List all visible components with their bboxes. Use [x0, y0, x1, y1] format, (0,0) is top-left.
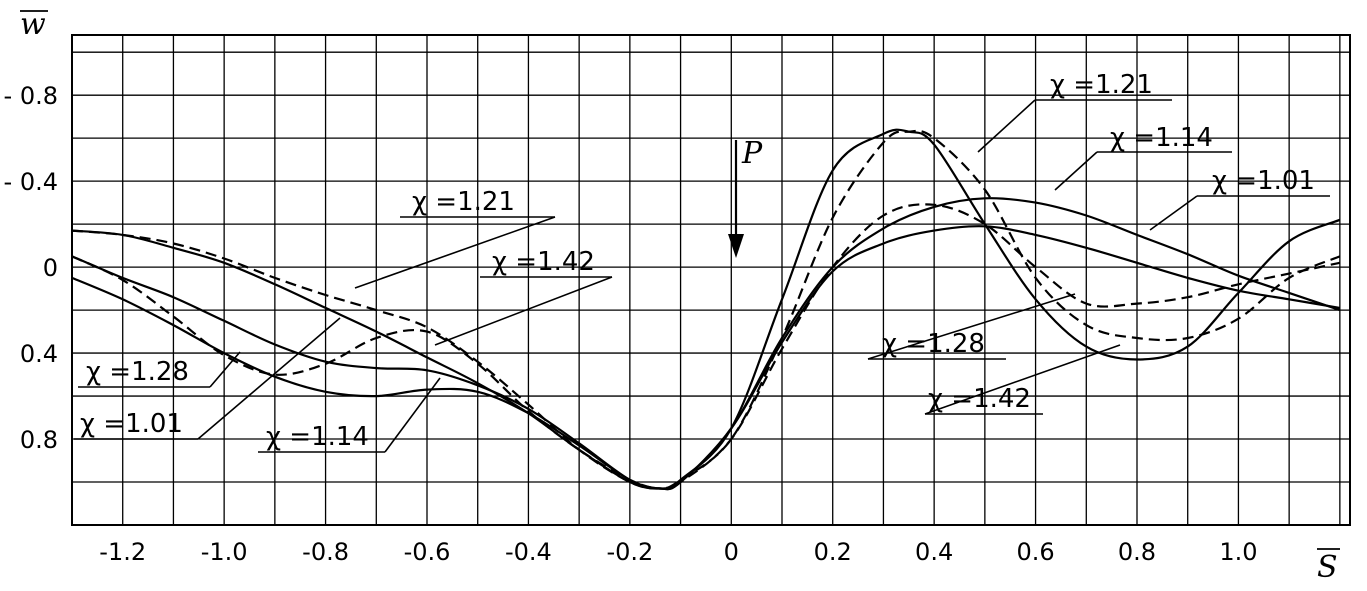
callout-label: χ =1.42	[492, 247, 595, 277]
series-line-1-21	[71, 129, 1341, 490]
y-tick-label: - 0.4	[4, 168, 58, 196]
x-tick-label: 0.6	[1016, 538, 1054, 566]
callout-label: χ =1.01	[1212, 166, 1315, 196]
callout-leader	[434, 276, 613, 346]
x-tick-label: 1.0	[1219, 538, 1257, 566]
load-label: P	[741, 136, 763, 171]
callout-label: χ =1.28	[882, 329, 985, 359]
x-tick-label: -0.4	[505, 538, 552, 566]
x-axis-label: S	[1317, 550, 1338, 585]
grid	[72, 35, 1350, 525]
y-tick-label: 0.4	[20, 340, 58, 368]
callout-1-21: χ =1.21	[354, 187, 556, 289]
x-tick-label: 0.4	[915, 538, 953, 566]
callout-leader	[924, 344, 1121, 415]
x-tick-label: -0.8	[302, 538, 349, 566]
y-axis-label-group: w	[20, 7, 48, 42]
plot-frame	[71, 34, 1351, 526]
y-tick-labels: - 0.8 - 0.4 0 0.4 0.8	[4, 82, 58, 454]
callout-leader	[977, 99, 1036, 153]
x-tick-label: -0.2	[606, 538, 653, 566]
callout-1-14: χ =1.14	[258, 377, 441, 453]
callout-1-21: χ =1.21	[977, 70, 1172, 153]
callout-label: χ =1.42	[928, 384, 1031, 414]
callout-label: χ =1.01	[80, 409, 183, 439]
callout-label: χ =1.14	[1110, 123, 1213, 153]
callout-1-42: χ =1.42	[434, 247, 613, 346]
callout-label: χ =1.21	[412, 187, 515, 217]
y-axis-label: w	[20, 7, 46, 42]
callout-leader	[1149, 195, 1198, 231]
callout-leader	[384, 377, 441, 453]
callout-1-28: χ =1.28	[867, 293, 1076, 360]
callout-leader	[209, 351, 241, 388]
series-line-1-01	[71, 225, 1341, 491]
callout-label: χ =1.28	[86, 357, 189, 387]
callout-leader	[197, 317, 341, 440]
callout-leader	[354, 216, 556, 289]
x-tick-label: 0.2	[814, 538, 852, 566]
y-tick-label: - 0.8	[4, 82, 58, 110]
callout-1-42: χ =1.42	[924, 344, 1121, 415]
x-tick-label: -0.6	[404, 538, 451, 566]
callout-1-01: χ =1.01	[74, 317, 341, 440]
annotations: χ =1.21 χ =1.42 χ =1.28 χ =1.01 χ =1.14 χ =1.…	[74, 70, 1330, 453]
x-tick-label: 0.8	[1118, 538, 1156, 566]
x-axis-label-group: S	[1317, 548, 1340, 585]
x-tick-label: 0	[724, 538, 739, 566]
callout-leader	[867, 293, 1076, 360]
y-tick-label: 0	[43, 254, 58, 282]
callout-label: χ =1.14	[266, 422, 369, 452]
load-arrow-head	[728, 234, 744, 258]
curves	[71, 128, 1341, 491]
y-tick-label: 0.8	[20, 426, 58, 454]
callout-1-01: χ =1.01	[1149, 166, 1330, 231]
x-tick-label: -1.2	[99, 538, 146, 566]
load-arrow: P	[728, 136, 763, 258]
callout-1-14: χ =1.14	[1054, 123, 1232, 191]
callout-1-28: χ =1.28	[78, 351, 241, 388]
series-line-1-42	[71, 128, 1341, 490]
x-tick-labels: -1.2 -1.0 -0.8 -0.6 -0.4 -0.2 0 0.2 0.4 0.6 0.8 1.0	[99, 538, 1257, 566]
callout-leader	[1054, 151, 1098, 191]
x-tick-label: -1.0	[201, 538, 248, 566]
callout-label: χ =1.21	[1050, 70, 1153, 100]
series-line-1-14	[71, 197, 1341, 491]
series-line-1-28	[71, 203, 1341, 490]
